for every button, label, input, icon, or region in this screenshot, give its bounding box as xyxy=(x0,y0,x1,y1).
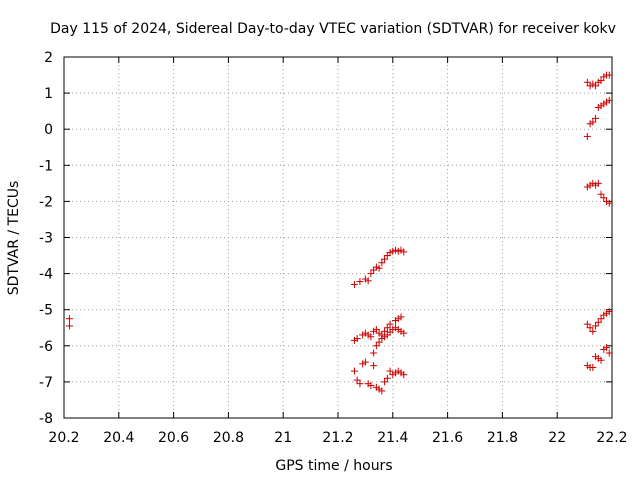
chart-title: Day 115 of 2024, Sidereal Day-to-day VTE… xyxy=(50,21,616,37)
data-point xyxy=(592,322,600,330)
data-point xyxy=(597,190,605,198)
y-tick-labels: -8 -7 -6 -5 -4 -3 -2 -1 0 1 2 xyxy=(39,50,53,427)
x-tick-label: 21.6 xyxy=(432,430,463,446)
x-tick-label: 20.2 xyxy=(48,430,79,446)
data-point xyxy=(400,371,408,379)
x-tick-label: 20.4 xyxy=(103,430,134,446)
data-point xyxy=(583,320,591,328)
x-axis-label: GPS time / hours xyxy=(275,458,392,474)
data-point xyxy=(594,179,602,187)
data-point xyxy=(375,264,383,272)
data-point xyxy=(383,324,391,332)
data-point xyxy=(350,280,358,288)
data-point xyxy=(378,331,386,339)
data-point xyxy=(592,82,600,90)
axis-ticks xyxy=(63,56,613,419)
x-tick-label: 21.2 xyxy=(322,430,353,446)
data-point xyxy=(370,349,378,357)
data-point xyxy=(583,132,591,140)
data-point xyxy=(592,114,600,122)
data-point xyxy=(353,376,361,384)
data-point xyxy=(367,270,375,278)
data-point xyxy=(381,378,389,386)
x-tick-label: 21 xyxy=(274,430,292,446)
grid-lines xyxy=(64,57,612,418)
x-tick-label: 21.4 xyxy=(377,430,408,446)
data-point xyxy=(605,199,613,207)
data-point xyxy=(589,118,597,126)
data-point xyxy=(372,342,380,350)
data-point xyxy=(356,278,364,286)
y-tick-label: -5 xyxy=(39,303,53,319)
y-axis-label: SDTVAR / TECUs xyxy=(6,181,22,296)
data-point xyxy=(381,255,389,263)
x-tick-label: 20.8 xyxy=(213,430,244,446)
data-point xyxy=(361,358,369,366)
y-tick-label: -3 xyxy=(39,231,53,247)
data-point xyxy=(600,194,608,202)
data-point xyxy=(375,338,383,346)
data-point xyxy=(364,277,372,285)
y-tick-label: 0 xyxy=(44,122,53,138)
data-point xyxy=(350,367,358,375)
data-point xyxy=(603,344,611,352)
y-tick-label: -8 xyxy=(39,411,53,427)
data-point xyxy=(605,71,613,79)
data-point xyxy=(378,259,386,267)
y-tick-label: 2 xyxy=(44,50,53,66)
data-point xyxy=(386,320,394,328)
y-tick-label: -2 xyxy=(39,194,53,210)
data-point xyxy=(586,324,594,332)
x-tick-label: 22 xyxy=(548,430,566,446)
data-point xyxy=(597,315,605,323)
data-point xyxy=(383,374,391,382)
data-points xyxy=(65,71,613,395)
data-point xyxy=(589,327,597,335)
x-tick-label: 20.6 xyxy=(158,430,189,446)
data-point xyxy=(397,313,405,321)
data-point xyxy=(367,333,375,341)
data-point xyxy=(381,327,389,335)
data-point xyxy=(597,356,605,364)
data-point xyxy=(372,326,380,334)
data-point xyxy=(597,76,605,84)
y-tick-label: -7 xyxy=(39,375,53,391)
data-point xyxy=(378,387,386,395)
data-point xyxy=(353,335,361,343)
x-tick-label: 22.2 xyxy=(596,430,627,446)
y-tick-label: 1 xyxy=(44,86,53,102)
data-point xyxy=(65,322,73,330)
data-point xyxy=(400,248,408,256)
data-point xyxy=(605,349,613,357)
data-point xyxy=(65,315,73,323)
data-point xyxy=(356,380,364,388)
y-tick-label: -6 xyxy=(39,339,53,355)
data-point xyxy=(594,318,602,326)
data-point xyxy=(370,362,378,370)
y-tick-label: -1 xyxy=(39,158,53,174)
data-point xyxy=(605,96,613,104)
data-point xyxy=(605,308,613,316)
data-point xyxy=(583,78,591,86)
x-tick-labels: 20.2 20.4 20.6 20.8 21 21.2 21.4 21.6 21.8 22 22.2 xyxy=(48,430,627,446)
x-tick-label: 21.8 xyxy=(487,430,518,446)
y-tick-label: -4 xyxy=(39,267,53,283)
data-point xyxy=(386,367,394,375)
data-point xyxy=(367,382,375,390)
data-point xyxy=(400,329,408,337)
data-point xyxy=(589,363,597,371)
